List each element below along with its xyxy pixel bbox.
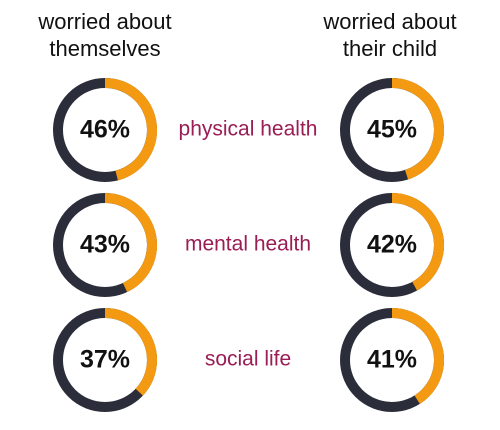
donut-arc bbox=[104, 78, 157, 181]
value-label: 41% bbox=[367, 346, 417, 374]
value-label: 46% bbox=[80, 116, 130, 144]
donut-arc bbox=[391, 308, 444, 404]
series-header: worried about themselves bbox=[38, 9, 172, 61]
series-header: worried about their child bbox=[323, 9, 457, 61]
donut-arc bbox=[391, 193, 444, 291]
donut-arc bbox=[391, 78, 444, 180]
value-label: 37% bbox=[80, 346, 130, 374]
category-label: social life bbox=[205, 348, 291, 371]
donut-arc bbox=[104, 308, 157, 396]
value-label: 42% bbox=[367, 231, 417, 259]
value-label: 43% bbox=[80, 231, 130, 259]
value-label: 45% bbox=[367, 116, 417, 144]
donut-arc bbox=[104, 193, 157, 293]
category-label: mental health bbox=[185, 233, 311, 256]
category-label: physical health bbox=[179, 118, 318, 141]
